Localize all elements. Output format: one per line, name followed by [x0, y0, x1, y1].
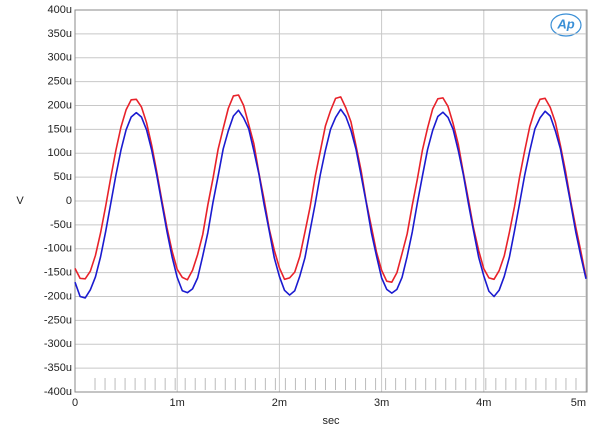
y-tick-label: 250u [48, 76, 72, 88]
x-tick-label: 0 [72, 397, 78, 409]
plot-frame [74, 9, 588, 393]
y-tick-label: 150u [48, 123, 72, 135]
y-axis-label: V [16, 195, 24, 207]
y-tick-label: -100u [44, 243, 72, 255]
y-tick-label: 200u [48, 99, 72, 111]
y-tick-label: -250u [44, 314, 72, 326]
logo: Ap [556, 16, 574, 31]
x-tick-label: 4m [476, 397, 491, 409]
y-tick-label: -300u [44, 338, 72, 350]
y-tick-label: 50u [54, 171, 72, 183]
y-tick-label: 0 [66, 195, 72, 207]
y-tick-label: -200u [44, 290, 72, 302]
y-tick-label: -400u [44, 386, 72, 398]
y-tick-label: 100u [48, 147, 72, 159]
x-axis-label: sec [322, 415, 340, 427]
y-tick-label: -50u [50, 219, 72, 231]
y-tick-label: -350u [44, 362, 72, 374]
x-tick-label: 5m [571, 397, 586, 409]
x-tick-label: 2m [272, 397, 287, 409]
y-tick-label: 300u [48, 52, 72, 64]
series-line [74, 108, 587, 299]
y-tick-label: 400u [48, 4, 72, 16]
x-tick-label: 3m [374, 397, 389, 409]
y-tick-label: -150u [44, 267, 72, 279]
x-tick-label: 1m [170, 397, 185, 409]
y-tick-label: 350u [48, 28, 72, 40]
logo-ring [550, 13, 582, 37]
